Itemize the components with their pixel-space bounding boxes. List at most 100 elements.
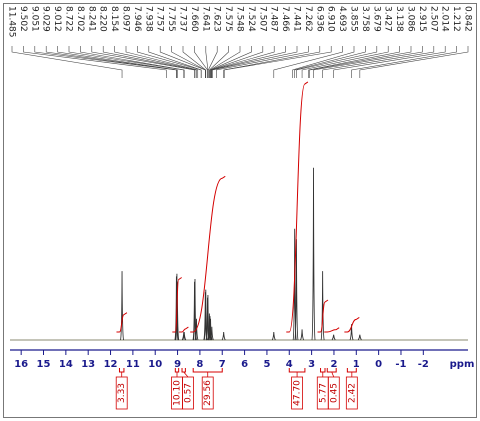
peak-leader — [296, 46, 378, 78]
peak-label: 7.487 — [269, 6, 279, 32]
peak-label: 7.641 — [200, 6, 210, 32]
peak-leader — [322, 46, 435, 78]
x-tick-label: 14 — [59, 359, 73, 370]
peak-label: 3.758 — [360, 6, 370, 32]
integral-curve — [317, 299, 329, 333]
x-tick-label: 7 — [219, 359, 226, 370]
peak — [120, 271, 125, 341]
peak-leader — [309, 46, 412, 78]
integral-bracket — [181, 368, 186, 373]
integral-box — [182, 376, 194, 410]
peak-label: 9.502 — [18, 6, 28, 32]
peak — [175, 281, 180, 341]
integral-box — [345, 376, 358, 410]
x-tick-label: 16 — [14, 359, 28, 370]
x-tick-label: -1 — [395, 359, 406, 370]
peak-leader — [308, 46, 400, 78]
peak-label: 3.086 — [406, 6, 416, 32]
peak-leader — [211, 46, 286, 78]
peak-leader — [212, 46, 298, 78]
peak — [271, 332, 276, 341]
integral-label: 0.45 — [329, 383, 339, 403]
peak-leader — [210, 46, 252, 78]
peak-label: 8.241 — [86, 6, 96, 32]
peak-label: 8.097 — [121, 6, 131, 32]
peak-leader — [182, 46, 207, 78]
peak — [320, 271, 325, 341]
peak-leader — [209, 46, 229, 78]
peak-leader — [223, 46, 321, 78]
peak — [349, 324, 354, 341]
peak-leader — [209, 46, 241, 78]
peak-leader — [223, 46, 332, 78]
peak-leader — [11, 46, 123, 78]
peak — [311, 167, 316, 341]
x-tick-label: 13 — [81, 359, 95, 370]
peak — [182, 332, 187, 341]
peak-label: 7.660 — [189, 6, 199, 32]
integral-box — [327, 376, 340, 410]
peak-label: 7.757 — [155, 6, 165, 32]
peak-label: 7.524 — [246, 6, 256, 32]
peak-leader — [313, 46, 423, 78]
peak-label: 2.507 — [428, 6, 438, 32]
peak-label: 7.946 — [132, 6, 142, 32]
peak-label: 11.485 — [7, 6, 17, 38]
peak-leader — [148, 46, 202, 78]
peak-leader — [137, 46, 202, 78]
peak-label: 6.936 — [314, 6, 324, 32]
peak-label: 7.548 — [235, 6, 245, 32]
peak-leader — [301, 46, 389, 78]
peak — [174, 276, 179, 341]
peak-label: 8.702 — [75, 6, 85, 32]
peak-label: 7.441 — [292, 6, 302, 32]
integral-curve — [286, 81, 309, 333]
peak-leader — [211, 46, 275, 78]
peak-label: 7.466 — [280, 6, 290, 32]
peak-leader — [294, 46, 366, 78]
x-tick-label: 11 — [126, 359, 140, 370]
peak-label: 9.051 — [29, 6, 39, 32]
x-tick-label: 2 — [330, 359, 337, 370]
peak-leader — [57, 46, 178, 78]
integral-bracket — [118, 368, 125, 373]
peak-leader — [114, 46, 197, 78]
peak-label: 0.842 — [463, 6, 473, 32]
integral-curve — [324, 327, 340, 333]
integral-tie — [183, 371, 189, 378]
peak-label: 8.220 — [98, 6, 108, 32]
peak-label: 7.938 — [143, 6, 153, 32]
peak-leader — [68, 46, 185, 78]
x-tick-label: 5 — [263, 359, 270, 370]
integral-label: 47.70 — [293, 380, 303, 406]
peak-leader — [23, 46, 167, 78]
peak-leader — [273, 46, 343, 78]
peak-label: 8.722 — [64, 6, 74, 32]
peak-leader — [359, 46, 469, 78]
x-tick-label: 4 — [286, 359, 293, 370]
x-tick-label: 15 — [37, 359, 51, 370]
peak-leader — [45, 46, 178, 78]
integral-box — [201, 376, 214, 410]
x-tick-label: 6 — [241, 359, 248, 370]
peak-label: 7.755 — [166, 6, 176, 32]
x-tick-label: 10 — [148, 359, 162, 370]
frame — [3, 3, 477, 418]
integral-curve — [179, 326, 189, 333]
peak-leader — [34, 46, 177, 78]
x-tick-label: 12 — [104, 359, 118, 370]
integral-box — [291, 376, 303, 410]
x-axis-label: ppm — [450, 359, 475, 370]
peak-label: 4.693 — [337, 6, 347, 32]
integral-curve — [344, 316, 360, 333]
peak-label: 2.014 — [440, 6, 450, 32]
x-tick-label: 0 — [375, 359, 382, 370]
integral-label: 0.57 — [184, 383, 194, 403]
integral-curve — [190, 175, 226, 333]
peak-leader — [80, 46, 185, 78]
peak-label: 6.910 — [326, 6, 336, 32]
peak-label: 7.575 — [223, 6, 233, 32]
x-tick-label: 9 — [174, 359, 181, 370]
peak — [207, 313, 212, 341]
